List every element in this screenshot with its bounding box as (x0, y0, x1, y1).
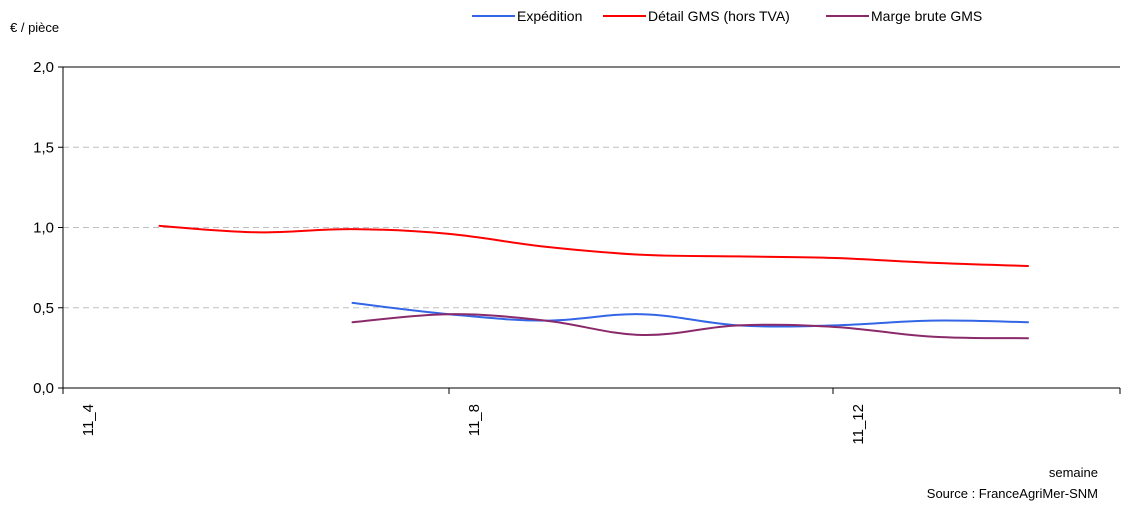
axes (58, 66, 1121, 394)
x-tick-label: 11_12 (850, 404, 867, 445)
x-tick-label: 11_4 (80, 404, 97, 436)
x-tick-label: 11_8 (466, 404, 483, 436)
legend-label-expedition: Expédition (517, 8, 582, 24)
x-tick-labels: 11_4 11_8 11_12 (80, 404, 867, 445)
y-tick-label: 0,5 (33, 300, 54, 317)
legend-label-detail-gms-hors-tva: Détail GMS (hors TVA) (648, 8, 790, 24)
series-line-detail-gms-hors-tva (158, 224, 1029, 267)
source-note: Source : FranceAgriMer-SNM (927, 486, 1098, 501)
series-line-marge-brute-gms (351, 313, 1029, 340)
legend: Expédition Détail GMS (hors TVA) Marge bru… (472, 8, 982, 24)
y-tick-label: 1,5 (33, 139, 54, 156)
y-tick-label: 0,0 (33, 380, 54, 397)
x-axis-label: semaine (1049, 465, 1098, 480)
y-axis-label: € / pièce (10, 20, 59, 35)
y-tick-label: 2,0 (33, 59, 54, 76)
legend-label-marge-brute-gms: Marge brute GMS (871, 8, 982, 24)
y-tick-labels: 0,0 0,5 1,0 1,5 2,0 (33, 59, 54, 397)
y-tick-label: 1,0 (33, 220, 54, 237)
series-lines (158, 224, 1029, 340)
gridlines (63, 146, 1120, 309)
